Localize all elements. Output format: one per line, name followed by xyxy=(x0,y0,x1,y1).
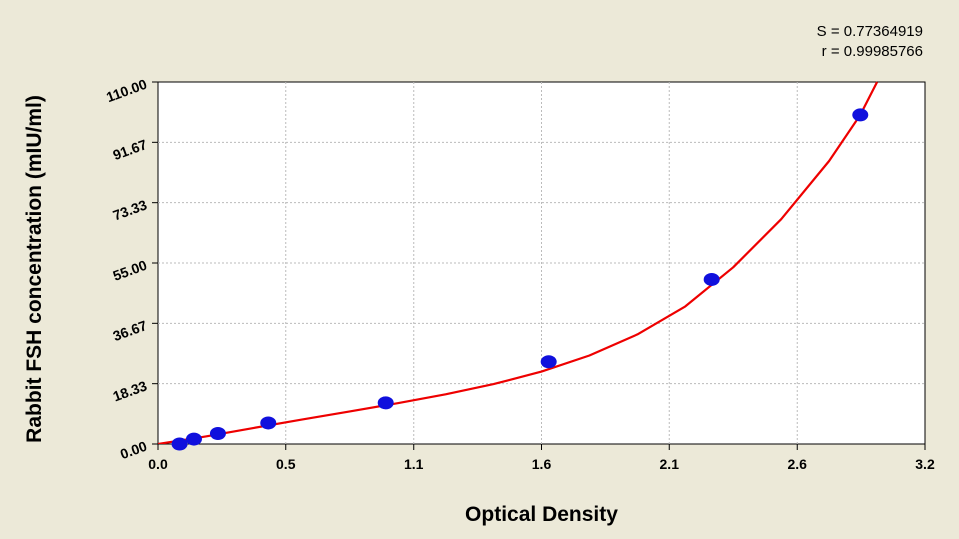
x-tick-label: 3.2 xyxy=(915,456,935,472)
y-axis-title: Rabbit FSH concentration (mIU/ml) xyxy=(23,95,46,443)
data-point xyxy=(185,432,202,446)
x-tick-label: 0.0 xyxy=(148,456,168,472)
x-tick-label: 1.6 xyxy=(532,456,552,472)
data-point xyxy=(209,426,226,440)
data-points xyxy=(171,108,869,451)
stat-r-label: r = 0.99985766 xyxy=(822,43,923,60)
y-axis-ticks: 0.00 18.33 36.67 55.00 73.33 91.67 110.00 xyxy=(104,76,158,462)
x-axis-ticks: 0.0 0.5 1.1 1.6 2.1 2.6 3.2 xyxy=(148,444,935,472)
y-tick-label: 91.67 xyxy=(111,136,150,163)
fit-curve xyxy=(158,81,879,444)
y-tick-label: 73.33 xyxy=(111,196,150,223)
y-tick-label: 36.67 xyxy=(111,317,150,344)
stat-s-label: S = 0.77364919 xyxy=(817,23,923,40)
y-tick-label: 55.00 xyxy=(111,257,150,284)
x-tick-label: 2.6 xyxy=(788,456,808,472)
y-tick-label: 0.00 xyxy=(118,438,149,462)
x-axis-title: Optical Density xyxy=(465,503,618,526)
y-tick-label: 110.00 xyxy=(104,76,149,105)
data-point xyxy=(852,108,869,122)
x-tick-label: 0.5 xyxy=(276,456,296,472)
x-tick-label: 1.1 xyxy=(404,456,424,472)
grid-lines xyxy=(158,82,925,444)
data-point xyxy=(171,437,188,451)
data-point xyxy=(703,272,720,286)
data-point xyxy=(377,396,394,410)
x-tick-label: 2.1 xyxy=(660,456,680,472)
data-point xyxy=(540,355,557,369)
y-tick-label: 18.33 xyxy=(111,377,150,404)
data-point xyxy=(260,416,277,430)
